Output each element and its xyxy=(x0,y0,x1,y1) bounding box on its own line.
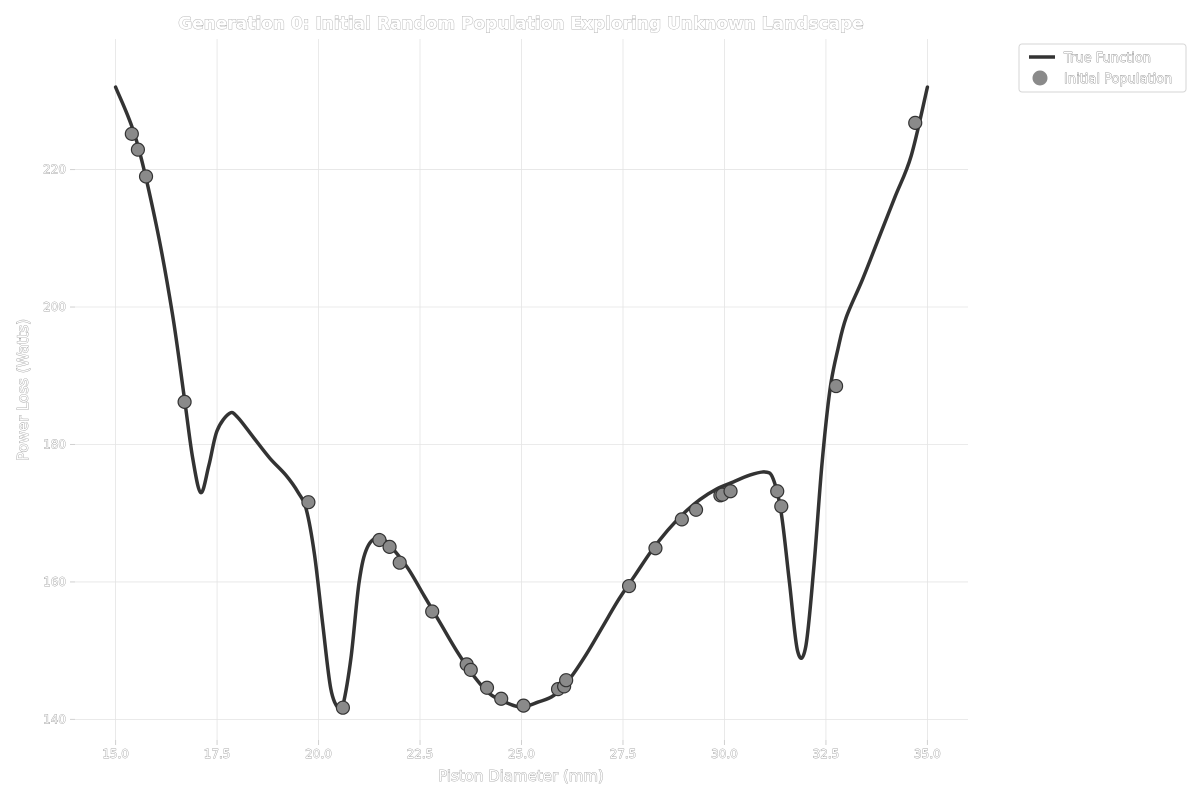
x-tick-label: 32.5 xyxy=(813,747,840,761)
y-tick-label: 200 xyxy=(43,300,66,314)
x-axis-label: Piston Diameter (mm) xyxy=(438,767,604,785)
population-point xyxy=(494,691,509,706)
x-tick-label: 25.0 xyxy=(508,747,535,761)
population-point xyxy=(301,495,316,510)
population-point xyxy=(621,578,637,594)
chart-title: Generation 0: Initial Random Population … xyxy=(178,14,863,34)
population-point xyxy=(479,680,495,695)
x-tick-label: 17.5 xyxy=(204,747,231,761)
axis-ticks: 15.0 17.5 20.0 22.5 25.0 27.5 30.0 32.5 35.0 140 1… xyxy=(43,162,941,761)
y-axis-label: Power Loss (Watts) xyxy=(14,319,32,461)
population-point xyxy=(392,555,407,570)
population-point xyxy=(177,394,192,409)
population-point xyxy=(648,541,663,556)
population-point xyxy=(425,604,440,619)
legend-label-true-function: True Function xyxy=(1063,51,1151,66)
population-point xyxy=(559,673,574,688)
population-point xyxy=(335,700,350,715)
x-tick-label: 27.5 xyxy=(610,747,637,761)
population-point xyxy=(723,484,738,499)
grid xyxy=(75,39,968,740)
y-tick-label: 180 xyxy=(43,437,66,451)
population-point xyxy=(774,499,789,514)
population-point xyxy=(770,484,785,499)
population-point xyxy=(372,532,387,548)
y-tick-label: 160 xyxy=(43,575,66,589)
y-tick-label: 140 xyxy=(43,712,66,726)
population-point xyxy=(674,512,689,527)
population-point xyxy=(138,169,154,184)
x-tick-label: 30.0 xyxy=(711,747,738,761)
population-point xyxy=(382,539,397,554)
legend-marker-swatch xyxy=(1032,70,1048,86)
legend-box xyxy=(1018,43,1187,93)
x-tick-label: 22.5 xyxy=(407,747,434,761)
population-point xyxy=(130,142,146,157)
population-point xyxy=(828,378,844,394)
scatter-points xyxy=(124,115,923,715)
population-point xyxy=(908,115,923,130)
population-point xyxy=(124,126,139,141)
y-tick-label: 220 xyxy=(43,163,66,177)
x-tick-label: 15.0 xyxy=(102,747,129,761)
x-tick-label: 35.0 xyxy=(914,747,941,761)
legend-label-initial-population: Initial Population xyxy=(1064,72,1172,87)
x-tick-label: 20.0 xyxy=(305,747,332,761)
population-point xyxy=(463,662,478,678)
legend: True Function Initial Population xyxy=(1018,43,1187,93)
population-point xyxy=(688,502,704,517)
population-point xyxy=(516,698,531,713)
